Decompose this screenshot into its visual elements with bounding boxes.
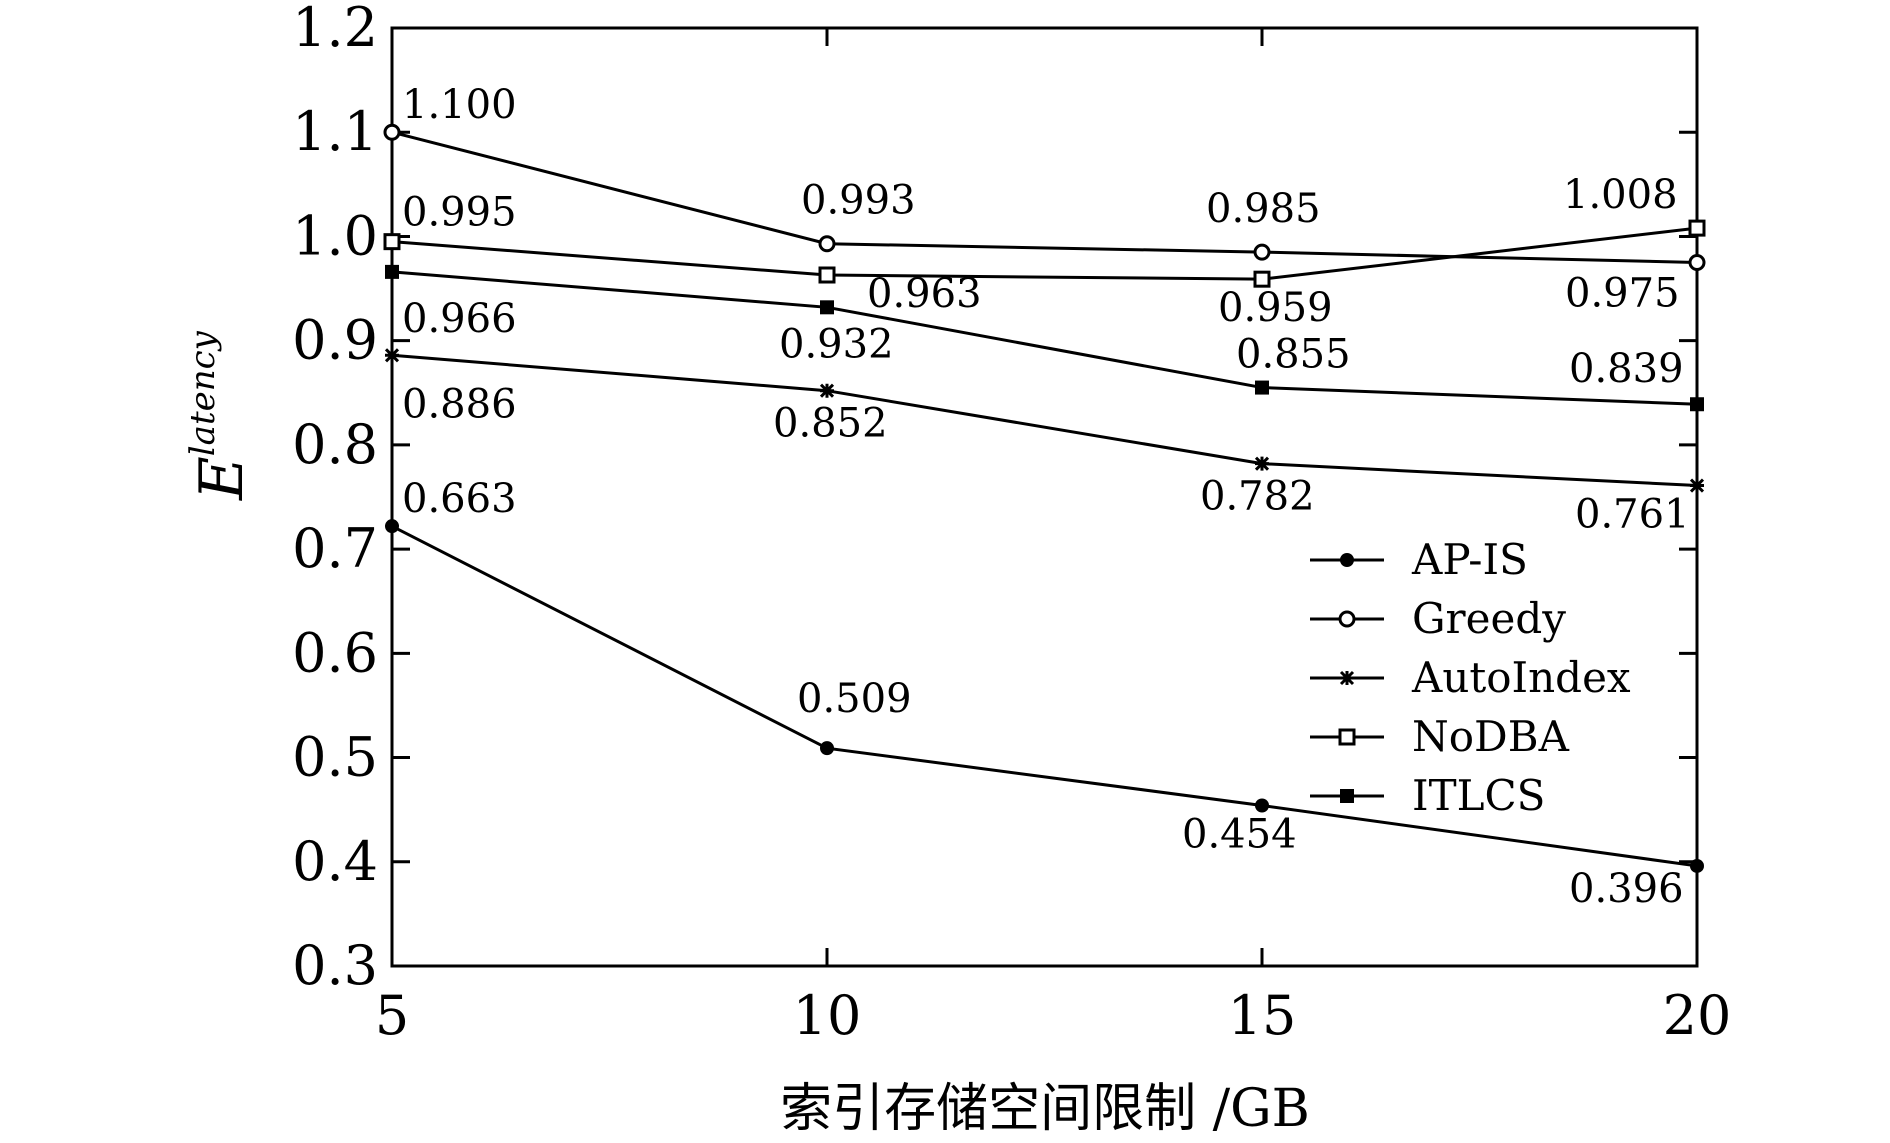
series-autoindex	[384, 348, 1705, 493]
data-label: 0.966	[402, 296, 517, 342]
data-label: 0.663	[402, 476, 517, 522]
data-point	[820, 741, 834, 756]
y-tick-label: 1.0	[292, 204, 378, 267]
series-layer	[383, 123, 1706, 873]
data-label: 0.932	[779, 321, 894, 367]
data-point	[818, 266, 836, 284]
y-axis-label-sup: latency	[183, 330, 223, 456]
series-itlcs	[385, 264, 1704, 412]
y-tick-label: 0.4	[292, 830, 378, 893]
x-tick-label: 5	[375, 984, 409, 1047]
legend-label: NoDBA	[1412, 712, 1570, 761]
plot-frame	[390, 26, 1699, 968]
legend-label: AutoIndex	[1411, 653, 1631, 702]
data-label: 1.100	[402, 82, 517, 128]
y-axis-label: Elatency	[183, 330, 257, 501]
data-point	[1688, 254, 1706, 271]
data-point	[1689, 478, 1705, 493]
x-tick-label: 20	[1663, 984, 1732, 1047]
data-label: 0.782	[1200, 474, 1315, 520]
data-point	[820, 300, 834, 315]
data-label: 0.963	[867, 271, 982, 317]
x-tick-label: 10	[793, 984, 862, 1047]
data-point	[1255, 380, 1269, 395]
data-point	[1688, 219, 1706, 237]
data-label: 0.396	[1569, 866, 1684, 912]
legend-entry: ITLCS	[1310, 771, 1545, 820]
legend-label: AP-IS	[1411, 535, 1528, 584]
data-label: 0.985	[1206, 186, 1321, 232]
legend-entry: AP-IS	[1310, 535, 1528, 584]
series-line	[391, 130, 1698, 264]
legend: AP-IS Greedy AutoIndex NoDBA ITLCS	[1310, 535, 1631, 820]
x-axis: 5 10 15 20	[375, 28, 1732, 1047]
data-point	[1254, 456, 1270, 471]
legend-label: Greedy	[1412, 594, 1566, 643]
data-point	[1690, 397, 1704, 412]
y-tick-label: 0.9	[292, 309, 378, 372]
legend-marker	[1340, 553, 1354, 567]
y-axis-label-main: E	[187, 456, 257, 501]
data-label: 0.839	[1569, 346, 1684, 392]
data-label: 1.008	[1563, 172, 1678, 218]
series-line	[391, 226, 1698, 281]
data-label: 0.509	[797, 676, 912, 722]
y-tick-label: 1.2	[292, 0, 378, 59]
legend-label: ITLCS	[1412, 771, 1545, 820]
data-label: 0.855	[1236, 332, 1351, 378]
data-label: 0.886	[402, 381, 517, 427]
data-point	[1253, 243, 1271, 261]
series-nodba	[383, 219, 1706, 288]
data-point	[383, 233, 401, 251]
series-ap-is	[385, 519, 1704, 873]
legend-marker	[1338, 728, 1356, 746]
y-tick-label: 0.7	[292, 517, 378, 580]
y-tick-label: 0.6	[292, 621, 378, 684]
x-tick-label: 15	[1228, 984, 1297, 1047]
y-axis: 0.3 0.4 0.5 0.6 0.7 0.8 0.9 1.0 1.1 1.2	[292, 0, 1697, 997]
data-point	[1690, 858, 1704, 873]
data-label: 0.959	[1218, 285, 1333, 331]
data-point	[383, 123, 401, 141]
data-point	[385, 264, 399, 279]
y-tick-label: 0.8	[292, 413, 378, 476]
series-line	[391, 524, 1698, 868]
legend-entry: NoDBA	[1310, 712, 1570, 761]
legend-marker	[1338, 610, 1356, 628]
y-tick-label: 0.3	[292, 934, 378, 997]
data-label: 0.454	[1182, 811, 1297, 857]
data-label: 0.852	[773, 401, 888, 447]
y-tick-label: 0.5	[292, 726, 378, 789]
data-point	[384, 348, 400, 363]
series-line	[391, 353, 1698, 488]
data-label: 0.993	[801, 178, 916, 224]
x-axis-label: 索引存储空间限制 /GB	[780, 1079, 1310, 1138]
legend-entry: AutoIndex	[1310, 653, 1631, 702]
data-label: 0.761	[1575, 492, 1690, 538]
data-labels: 0.663 0.509 0.454 0.396 1.100 0.993 0.985 0.975…	[402, 82, 1690, 912]
data-point	[819, 383, 835, 398]
data-label: 0.995	[402, 190, 517, 236]
series-line	[391, 270, 1698, 406]
series-greedy	[383, 123, 1706, 271]
y-tick-label: 1.1	[292, 100, 378, 163]
legend-marker	[1339, 670, 1355, 686]
data-point	[1255, 798, 1269, 813]
data-label: 0.975	[1565, 271, 1680, 317]
legend-entry: Greedy	[1310, 594, 1566, 643]
legend-marker	[1340, 789, 1354, 803]
data-point	[1253, 270, 1271, 288]
data-point	[385, 519, 399, 534]
data-point	[818, 235, 836, 253]
